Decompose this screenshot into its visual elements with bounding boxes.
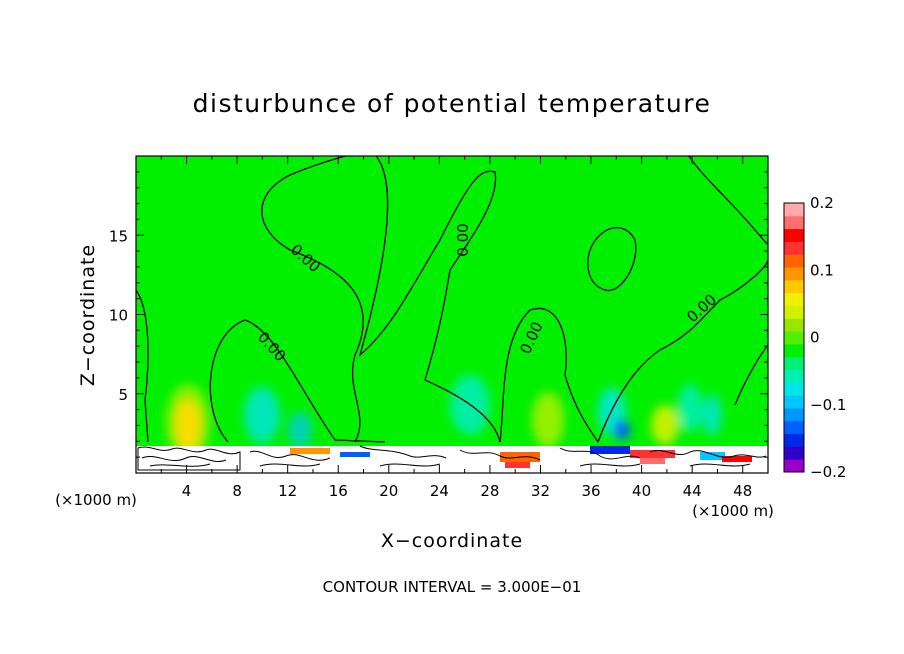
colorbar-tick-label: −0.2 xyxy=(810,463,846,481)
x-tick-label: 12 xyxy=(278,482,297,500)
colorbar-swatch xyxy=(784,382,804,396)
colorbar-tick-label: 0 xyxy=(810,329,820,347)
colorbar-swatch xyxy=(784,446,804,460)
x-tick-label: 48 xyxy=(733,482,752,500)
y-tick-label: 5 xyxy=(118,386,128,404)
contour-line xyxy=(734,344,768,406)
cool-patch xyxy=(702,395,722,435)
y-tick-label: 10 xyxy=(109,307,128,325)
cool-patch xyxy=(244,387,280,443)
cool-patch xyxy=(614,420,630,440)
x-axis-label: X−coordinate xyxy=(381,530,523,552)
chart-title: disturbunce of potential temperature xyxy=(193,89,712,118)
colorbar-swatch xyxy=(784,459,804,473)
y-axis-ticks: 5 10 15 xyxy=(109,171,768,458)
colorbar-swatch xyxy=(784,305,804,319)
contour-line xyxy=(597,259,768,443)
colorbar-frame xyxy=(783,202,805,473)
contour-line xyxy=(688,156,768,246)
colorbar-swatch xyxy=(784,228,804,242)
colorbar-swatch xyxy=(784,331,804,345)
colorbar-swatch xyxy=(784,343,804,358)
colorbar-swatch xyxy=(784,407,804,422)
x-tick-label: 32 xyxy=(531,482,550,500)
contour-line xyxy=(209,319,386,443)
x-unit-right: (×1000 m) xyxy=(692,502,774,520)
colorbar-swatch xyxy=(784,420,804,435)
colorbar-swatch xyxy=(784,254,804,268)
field-patches xyxy=(166,375,722,460)
x-tick-label: 4 xyxy=(182,482,192,500)
colorbar-tick-label: 0.1 xyxy=(810,261,834,279)
colorbar-swatch xyxy=(784,395,804,409)
x-tick-label: 16 xyxy=(329,482,348,500)
x-tick-label: 44 xyxy=(683,482,702,500)
plot-area: 0.00 0.00 0.00 0.00 0.00 xyxy=(136,156,768,473)
x-tick-label: 28 xyxy=(480,482,499,500)
colorbar-swatch xyxy=(784,279,804,294)
contour-line xyxy=(587,227,637,292)
warm-patch-yellow xyxy=(166,384,210,460)
x-unit-left: (×1000 m) xyxy=(55,491,137,509)
x-axis-ticks: 4 8 12 16 20 24 28 32 36 40 44 48 xyxy=(160,156,752,500)
y-axis-label: Z−coordinate xyxy=(77,244,99,386)
colorbar-swatch xyxy=(784,318,804,332)
cool-patch xyxy=(288,412,312,448)
colorbar-swatch xyxy=(784,215,804,230)
cool-patch xyxy=(678,384,702,432)
contour-interval-note: CONTOUR INTERVAL = 3.000E−01 xyxy=(323,578,582,596)
x-tick-label: 36 xyxy=(581,482,600,500)
x-tick-label: 20 xyxy=(379,482,398,500)
colorbar-swatch xyxy=(784,356,804,371)
warm-patch-yellow xyxy=(532,392,564,448)
colorbar-swatch xyxy=(784,433,804,447)
colorbar-tick-label: 0.2 xyxy=(810,194,834,212)
x-tick-label: 24 xyxy=(430,482,449,500)
contour-label: 0.00 xyxy=(454,223,472,256)
colorbar-swatch xyxy=(784,241,804,255)
colorbar-swatch xyxy=(784,292,804,306)
x-tick-label: 8 xyxy=(232,482,242,500)
contour-line xyxy=(261,156,501,443)
colorbar-swatch xyxy=(784,203,804,217)
warm-patch-yellow xyxy=(651,405,679,445)
contour-line xyxy=(499,307,599,443)
contour-line xyxy=(136,289,149,443)
colorbar-swatch xyxy=(784,267,804,281)
x-tick-label: 40 xyxy=(632,482,651,500)
colorbar-tick-label: −0.1 xyxy=(810,396,846,414)
colorbar xyxy=(784,203,804,473)
surface-contours xyxy=(137,445,767,471)
colorbar-ticks: 0.2 0.1 0 −0.1 −0.2 xyxy=(810,194,846,481)
y-tick-label: 15 xyxy=(109,227,128,245)
zero-contours xyxy=(136,156,768,443)
colorbar-swatch xyxy=(784,369,804,383)
